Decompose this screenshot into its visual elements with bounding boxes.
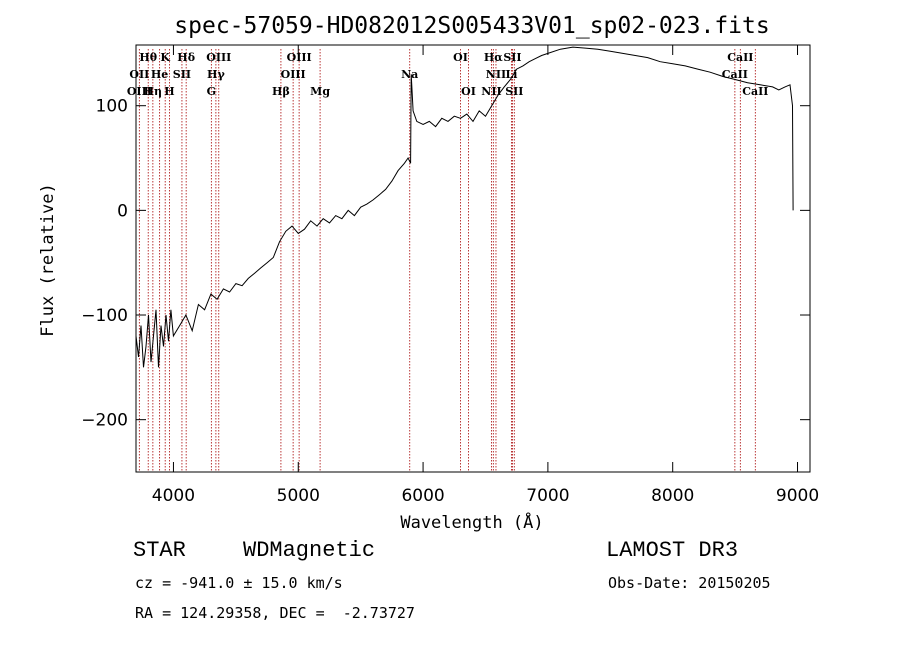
obs-date: Obs-Date: 20150205: [608, 574, 771, 592]
line-marker-label: SII: [173, 68, 191, 81]
spectrum-line: [135, 46, 794, 368]
line-marker-label: OIII: [127, 85, 152, 98]
line-marker-label: OIII: [287, 51, 312, 64]
line-marker-label: Hγ: [207, 68, 225, 81]
line-marker-label: CaII: [727, 51, 753, 64]
x-axis-label: Wavelength (Å): [400, 511, 543, 533]
line-marker-label: OIII: [281, 68, 306, 81]
y-tick-label: −100: [81, 306, 128, 326]
y-tick-label: 100: [96, 97, 128, 117]
y-tick-label: −200: [81, 411, 128, 431]
x-tick-label: 5000: [277, 486, 320, 506]
y-axis-label: Flux (relative): [38, 183, 58, 337]
x-tick-label: 4000: [152, 486, 195, 506]
coordinates: RA = 124.29358, DEC = -2.73727: [135, 604, 415, 622]
chart-title: spec-57059-HD082012S005433V01_sp02-023.f…: [174, 13, 769, 39]
line-marker-label: SII: [505, 85, 523, 98]
line-marker-label: Hδ: [177, 51, 195, 64]
line-marker-label: He: [151, 68, 168, 81]
line-marker-label: OIII: [206, 51, 231, 64]
line-marker-label: Hα: [484, 51, 503, 64]
x-tick-label: 8000: [651, 486, 694, 506]
x-axis-ticks: 4000 5000 6000 7000 8000 9000: [152, 45, 819, 506]
line-marker-label: SII: [503, 51, 521, 64]
line-marker-label: Hβ: [272, 85, 290, 98]
line-marker-label: Na: [401, 68, 418, 81]
line-markers: [138, 49, 756, 472]
object-type: STAR: [133, 538, 186, 563]
redshift-readout: cz = -941.0 ± 15.0 km/s: [135, 574, 343, 592]
line-marker-label: OI: [461, 85, 476, 98]
line-marker-label: Li: [505, 68, 517, 81]
line-marker-label: Hθ: [139, 51, 157, 64]
survey-name: LAMOST DR3: [606, 538, 739, 563]
line-marker-label: G: [207, 85, 216, 98]
line-marker-label: NII: [481, 85, 501, 98]
x-tick-label: 9000: [776, 486, 819, 506]
object-subclass: WDMagnetic: [243, 538, 376, 563]
line-marker-label: CaII: [742, 85, 768, 98]
line-marker-label: OII: [129, 68, 149, 81]
line-marker-label: Hη: [144, 85, 162, 98]
line-marker-label: NII: [486, 68, 506, 81]
line-marker-label: K: [160, 51, 170, 64]
y-tick-label: 0: [117, 201, 128, 221]
line-marker-label: Mg: [310, 85, 330, 98]
line-marker-label: OI: [453, 51, 468, 64]
plot-frame: [135, 44, 811, 473]
x-tick-label: 6000: [401, 486, 444, 506]
line-marker-label: H: [164, 85, 174, 98]
y-axis-ticks: −200 −100 0 100: [81, 97, 810, 431]
x-tick-label: 7000: [526, 486, 569, 506]
